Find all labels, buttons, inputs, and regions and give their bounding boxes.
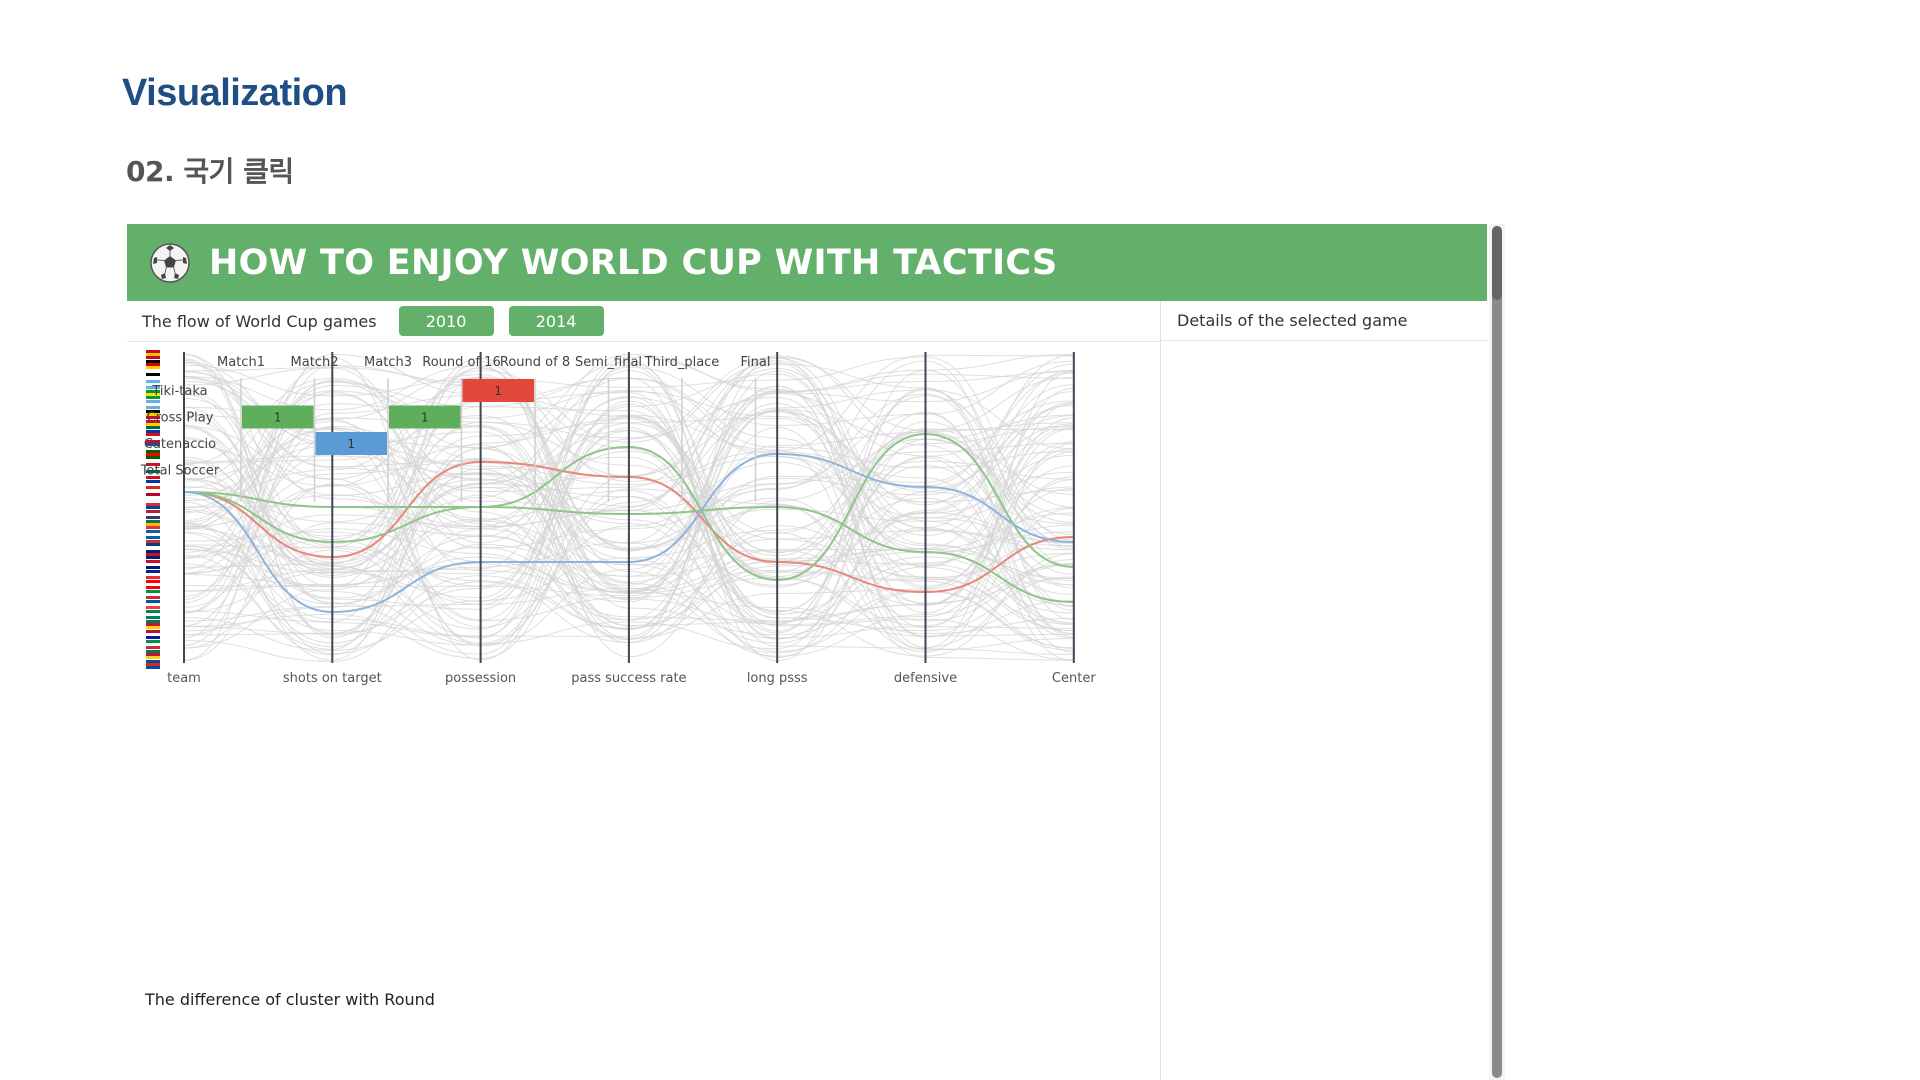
- cluster-cell[interactable]: [389, 405, 461, 429]
- details-title: Details of the selected game: [1161, 301, 1488, 341]
- round-column-label: Match3: [364, 355, 412, 370]
- country-flags: [146, 350, 160, 669]
- country-flag-icon[interactable]: [146, 630, 160, 639]
- app-frame: HOW TO ENJOY WORLD CUP WITH TACTICS The …: [127, 224, 1505, 1080]
- country-flag-icon[interactable]: [146, 350, 160, 359]
- app-title: HOW TO ENJOY WORLD CUP WITH TACTICS: [209, 242, 1058, 283]
- country-flag-icon[interactable]: [146, 560, 160, 569]
- cluster-row-label: Cross Play: [147, 411, 214, 426]
- cluster-cell-value: 1: [274, 411, 282, 425]
- round-column-label: Match1: [217, 355, 265, 370]
- country-flag-icon[interactable]: [146, 580, 160, 589]
- game-line: [183, 427, 1074, 655]
- country-flag-icon[interactable]: [146, 510, 160, 519]
- country-flag-icon[interactable]: [146, 380, 160, 389]
- game-line: [183, 385, 1074, 637]
- soccer-ball-icon: [149, 242, 191, 284]
- app-header: HOW TO ENJOY WORLD CUP WITH TACTICS: [127, 224, 1487, 301]
- game-line: [183, 409, 1074, 630]
- flow-label: The flow of World Cup games: [142, 311, 377, 331]
- round-column-label: Round of 16: [422, 355, 500, 370]
- country-flag-icon[interactable]: [146, 360, 160, 369]
- game-line: [183, 411, 1074, 566]
- axis-label: pass success rate: [571, 671, 686, 686]
- year-2014-button[interactable]: 2014: [508, 306, 604, 336]
- country-flag-icon[interactable]: [146, 500, 160, 509]
- game-line: [183, 355, 1074, 592]
- game-line: [183, 363, 1074, 638]
- country-flag-icon[interactable]: [146, 570, 160, 579]
- parallel-coordinates-chart: team shots on target possession pass succes…: [127, 342, 1160, 1009]
- country-flag-icon[interactable]: [146, 480, 160, 489]
- country-flag-icon[interactable]: [146, 540, 160, 549]
- game-line: [183, 441, 1074, 654]
- cluster-row-label: Catenaccio: [144, 437, 216, 452]
- country-flag-icon[interactable]: [146, 610, 160, 619]
- country-flag-icon[interactable]: [146, 420, 160, 429]
- cluster-cell[interactable]: [462, 379, 535, 402]
- country-flag-icon[interactable]: [146, 460, 160, 469]
- cluster-cell[interactable]: [242, 405, 314, 429]
- cluster-row-label: Total Soccer: [140, 464, 220, 479]
- cluster-cell-value: 1: [421, 411, 429, 425]
- axis-label: possession: [445, 671, 516, 686]
- game-line: [183, 369, 1074, 564]
- axis-label: shots on target: [283, 671, 382, 686]
- game-line: [183, 353, 1074, 563]
- country-flag-icon[interactable]: [146, 470, 160, 479]
- game-line: [183, 484, 1074, 635]
- round-cluster-chart: Match1 Match2 Match3 Round of 16 Round of 8 S…: [140, 355, 771, 502]
- year-2010-button[interactable]: 2010: [398, 306, 494, 336]
- cluster-cell[interactable]: [315, 432, 388, 455]
- country-flag-icon[interactable]: [146, 640, 160, 649]
- scrollbar-thumb[interactable]: [1492, 226, 1502, 1078]
- country-flag-icon[interactable]: [146, 520, 160, 529]
- details-panel: Details of the selected game: [1160, 301, 1488, 1080]
- slide-subtitle: 02. 국기 클릭: [126, 155, 294, 188]
- country-flag-icon[interactable]: [146, 660, 160, 669]
- country-flag-icon[interactable]: [146, 530, 160, 539]
- scrollbar[interactable]: [1489, 224, 1505, 1080]
- scrollbar-thumb-top[interactable]: [1492, 226, 1502, 300]
- cluster-cell-value: 1: [347, 437, 355, 451]
- round-chart-title: The difference of cluster with Round: [145, 990, 435, 1009]
- country-flag-icon[interactable]: [146, 390, 160, 399]
- game-line: [183, 384, 1074, 662]
- game-line: [183, 428, 1074, 607]
- axis-label: long psss: [747, 671, 808, 686]
- country-flag-icon[interactable]: [146, 620, 160, 629]
- country-flag-icon[interactable]: [146, 650, 160, 659]
- country-flag-icon[interactable]: [146, 590, 160, 599]
- country-flag-icon[interactable]: [146, 450, 160, 459]
- highlighted-game-line: [183, 432, 1074, 582]
- cluster-cell-value: 1: [494, 384, 502, 398]
- country-flag-icon[interactable]: [146, 490, 160, 499]
- round-column-label: Final: [741, 355, 771, 370]
- country-flag-icon[interactable]: [146, 400, 160, 409]
- game-line: [183, 450, 1074, 644]
- game-line: [183, 377, 1074, 570]
- axis-label: defensive: [894, 671, 957, 686]
- game-line: [183, 374, 1074, 612]
- country-flag-icon[interactable]: [146, 600, 160, 609]
- parallel-coordinates-svg: team shots on target possession pass succes…: [146, 350, 1096, 686]
- round-column-label: Match2: [291, 355, 339, 370]
- country-flag-icon[interactable]: [146, 370, 160, 379]
- country-flag-icon[interactable]: [146, 440, 160, 449]
- axis-label: team: [167, 671, 201, 686]
- round-column-label: Round of 8: [500, 355, 570, 370]
- country-flag-icon[interactable]: [146, 430, 160, 439]
- country-flag-icon[interactable]: [146, 410, 160, 419]
- country-flag-icon[interactable]: [146, 550, 160, 559]
- round-column-label: Third_place: [644, 355, 720, 370]
- axis-label: Center: [1052, 671, 1096, 686]
- toolbar: The flow of World Cup games 2010 2014: [127, 301, 1160, 342]
- game-line: [183, 381, 1074, 550]
- game-line: [183, 362, 1074, 614]
- cluster-row-label: Tiki-taka: [151, 384, 207, 399]
- slide-title: Visualization: [122, 72, 348, 114]
- game-line: [183, 391, 1074, 639]
- round-column-label: Semi_final: [575, 355, 642, 370]
